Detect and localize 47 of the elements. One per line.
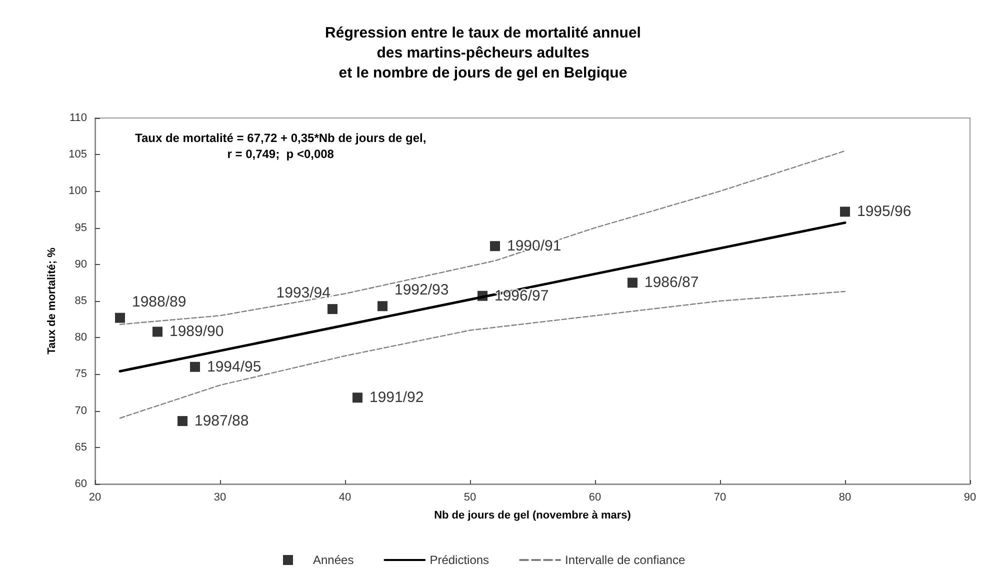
annotation: 1988/89 [132,293,186,310]
point [115,312,125,323]
x-tick-label: 20 [88,492,102,504]
point [628,278,638,288]
x-axis-title: Nb de jours de gel (novembre à mars) [434,510,632,522]
annotation: 1986/87 [644,274,699,292]
x-tick-label: 30 [214,492,226,504]
point [190,362,200,372]
y-tick-label: 110 [69,112,87,124]
y-tick-label: 105 [68,148,87,161]
annotation: 1995/96 [857,203,912,220]
y-tick-label: 65 [74,441,87,454]
annotation: 1991/92 [370,389,424,406]
x-tick-label: 80 [838,492,852,504]
chart-title: Régression entre le taux de mortalité annuel des martins-pêcheurs adultes et le nombre de jours de gel en Belgique [325,24,641,82]
legend-label: Intervalle de confiance [565,553,686,567]
point [840,206,850,217]
x-tick-label: 90 [964,492,976,504]
annotation: 1993/94 [276,284,330,302]
point [490,241,500,252]
y-tick-label: 100 [68,185,87,198]
point [378,301,388,312]
legend-label: Années [313,553,354,567]
annotation: 1989/90 [170,323,224,340]
y-tick-label: 75 [74,368,87,380]
annotation: Taux de mortalité = 67,72 + 0,35*Nb de jours de gel, r = 0,749; p <0,008 [134,131,426,161]
point [152,326,162,337]
x-tick-label: 70 [714,492,726,504]
y-tick-label: 60 [74,478,87,490]
point [352,392,362,403]
point [178,416,188,426]
y-tick-label: 80 [74,332,87,344]
annotation: 1996/97 [494,287,549,304]
x-tick-label: 40 [338,492,352,504]
point [328,304,338,314]
point [478,290,488,301]
annotation: 1994/95 [207,358,262,376]
y-tick-label: 70 [74,404,87,417]
y-tick-label: 95 [74,222,87,234]
annotation: 1992/93 [394,282,449,299]
x-tick-label: 60 [588,492,602,504]
annotation: 1987/88 [194,412,249,430]
y-tick-label: 85 [74,295,87,307]
legend-label: Prédictions [430,553,490,567]
y-tick-label: 90 [74,258,87,270]
x-tick-label: 50 [464,492,476,504]
y-axis-title: Taux de mortalité; % [46,247,58,354]
